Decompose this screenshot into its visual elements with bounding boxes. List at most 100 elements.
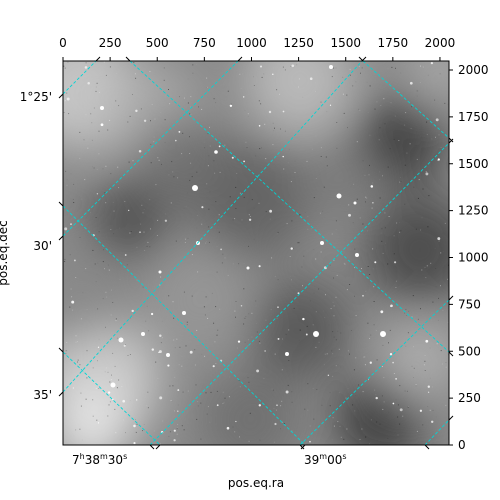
- noise-speck: [114, 408, 116, 410]
- noise-speck: [294, 172, 296, 173]
- noise-speck: [191, 176, 193, 178]
- noise-speck: [186, 192, 188, 194]
- noise-speck: [251, 336, 253, 338]
- dec-tick-label-0: 1°25': [20, 90, 52, 104]
- noise-speck: [365, 196, 367, 198]
- noise-speck: [170, 202, 172, 204]
- noise-speck: [196, 171, 198, 173]
- star: [72, 387, 75, 389]
- noise-speck: [305, 289, 307, 291]
- noise-speck: [282, 338, 283, 340]
- noise-speck: [92, 249, 94, 251]
- noise-speck: [173, 317, 175, 319]
- noise-speck: [235, 301, 237, 302]
- noise-speck: [146, 405, 148, 407]
- star: [372, 202, 374, 204]
- noise-speck: [304, 212, 306, 213]
- noise-speck: [383, 98, 385, 100]
- noise-speck: [355, 81, 357, 83]
- noise-speck: [189, 136, 190, 138]
- noise-speck: [296, 64, 298, 66]
- noise-speck: [210, 214, 212, 216]
- noise-speck: [413, 186, 415, 188]
- star: [182, 311, 186, 315]
- noise-speck: [230, 103, 232, 105]
- noise-speck: [116, 337, 118, 339]
- star: [430, 61, 434, 65]
- star: [320, 241, 324, 245]
- noise-speck: [367, 322, 369, 324]
- noise-speck: [346, 428, 348, 430]
- noise-speck: [396, 222, 398, 224]
- noise-speck: [96, 169, 98, 170]
- noise-speck: [281, 369, 283, 371]
- noise-speck: [196, 227, 198, 229]
- nebula-blob: [245, 61, 355, 135]
- noise-speck: [354, 267, 355, 269]
- noise-speck: [325, 156, 327, 158]
- noise-speck: [321, 404, 323, 406]
- noise-speck: [437, 159, 439, 161]
- noise-speck: [430, 262, 432, 264]
- noise-speck: [440, 147, 442, 148]
- noise-speck: [383, 377, 385, 379]
- noise-speck: [144, 250, 146, 251]
- noise-speck: [369, 443, 370, 445]
- noise-speck: [129, 400, 131, 402]
- noise-speck: [379, 197, 381, 199]
- pixel-y-tick-label: 750: [458, 297, 481, 311]
- noise-speck: [284, 69, 286, 71]
- noise-speck: [392, 250, 394, 252]
- noise-speck: [397, 320, 399, 322]
- noise-speck: [394, 115, 396, 117]
- noise-speck: [107, 371, 109, 373]
- noise-speck: [111, 374, 112, 376]
- noise-speck: [93, 107, 95, 109]
- star: [248, 218, 252, 221]
- noise-speck: [289, 256, 291, 257]
- noise-speck: [291, 273, 293, 275]
- noise-speck: [335, 365, 337, 367]
- noise-speck: [369, 85, 371, 87]
- noise-speck: [110, 314, 112, 316]
- wcs-tick: [58, 347, 64, 353]
- noise-speck: [410, 128, 412, 129]
- noise-speck: [98, 388, 100, 389]
- star: [159, 396, 163, 400]
- noise-speck: [364, 77, 366, 79]
- noise-speck: [236, 172, 238, 174]
- noise-speck: [423, 364, 425, 366]
- noise-speck: [143, 424, 145, 425]
- nebula-blob: [365, 195, 449, 305]
- noise-speck: [302, 285, 303, 287]
- noise-speck: [183, 207, 185, 209]
- star: [256, 369, 260, 373]
- noise-speck: [246, 345, 248, 347]
- noise-speck: [364, 181, 366, 183]
- noise-speck: [364, 356, 366, 358]
- noise-speck: [181, 425, 183, 427]
- noise-speck: [406, 152, 408, 154]
- noise-speck: [236, 426, 238, 428]
- noise-speck: [290, 181, 292, 183]
- star: [258, 404, 261, 407]
- noise-speck: [259, 342, 261, 344]
- noise-speck: [183, 429, 185, 431]
- star: [269, 209, 273, 213]
- noise-speck: [253, 207, 255, 209]
- noise-speck: [136, 423, 138, 425]
- noise-speck: [67, 61, 69, 63]
- noise-speck: [306, 325, 308, 327]
- noise-speck: [345, 397, 347, 399]
- noise-speck: [105, 74, 107, 76]
- noise-speck: [107, 129, 109, 131]
- noise-speck: [426, 121, 428, 123]
- noise-speck: [245, 141, 247, 143]
- noise-speck: [399, 222, 401, 223]
- noise-speck: [434, 99, 436, 101]
- noise-speck: [115, 432, 117, 434]
- noise-speck: [417, 318, 419, 320]
- noise-speck: [418, 179, 420, 181]
- noise-speck: [108, 404, 110, 406]
- noise-speck: [79, 131, 81, 133]
